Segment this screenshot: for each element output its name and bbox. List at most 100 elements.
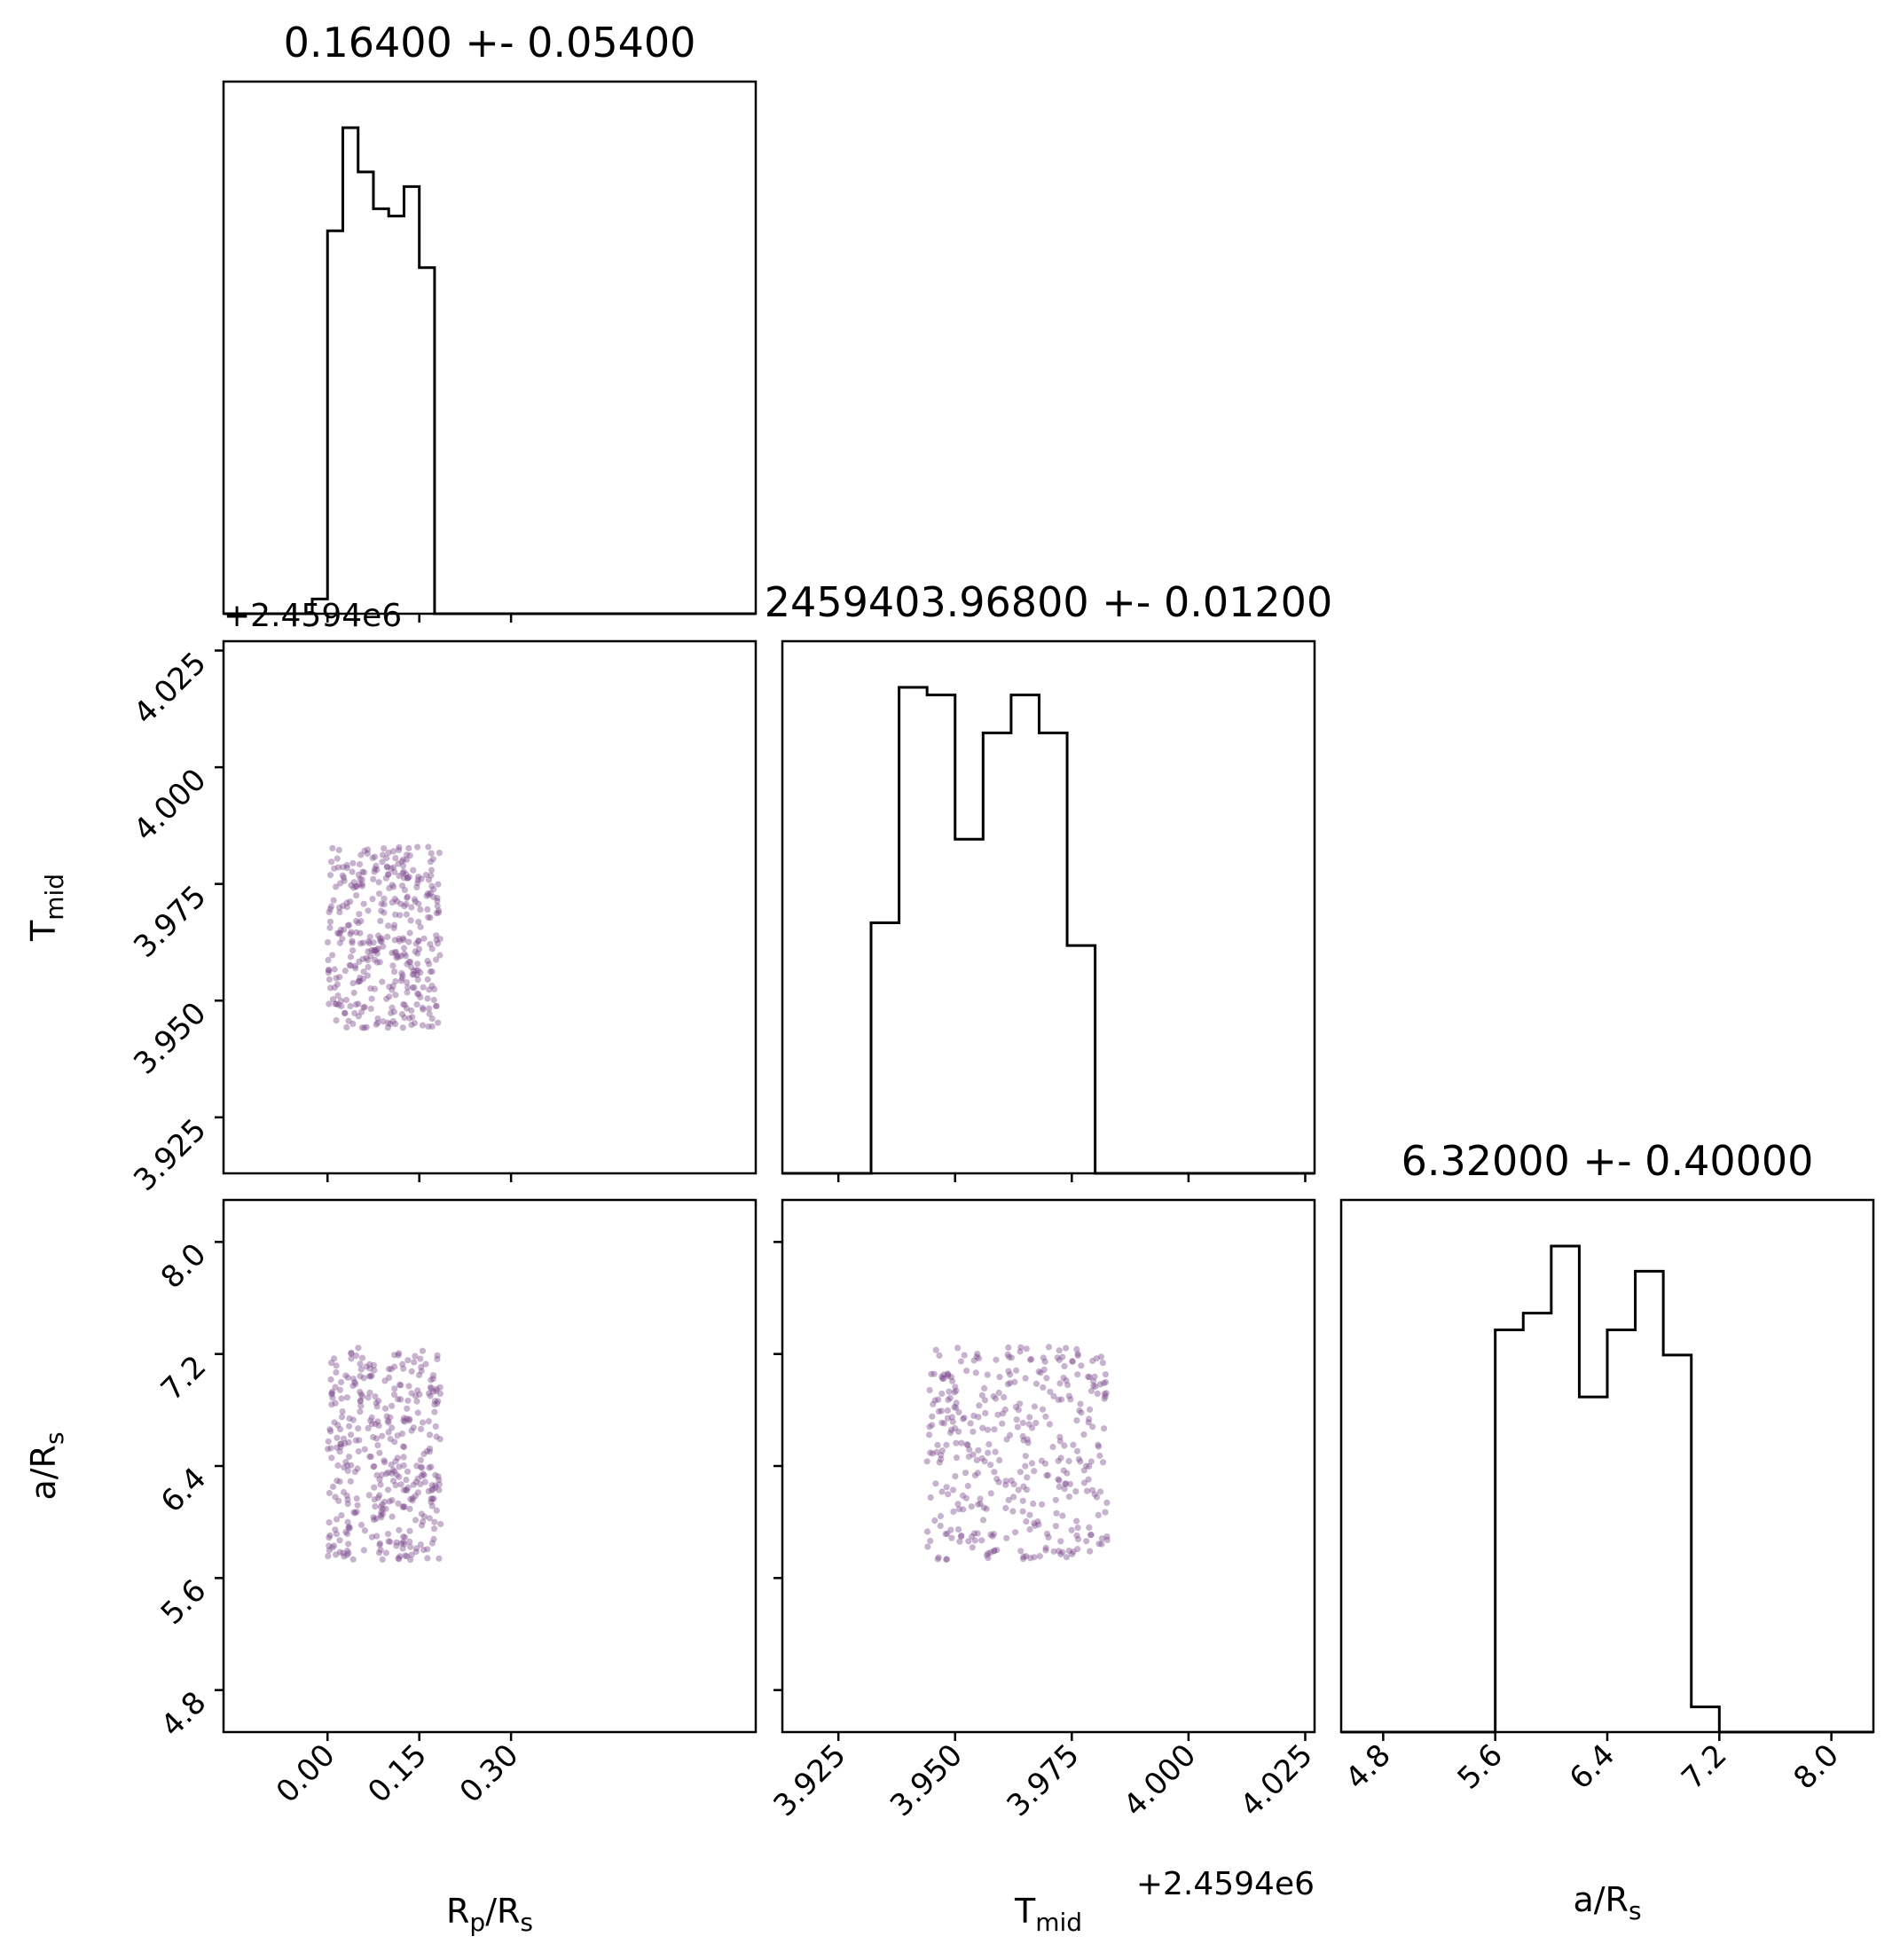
scatter-point bbox=[1038, 1457, 1045, 1464]
scatter-point bbox=[389, 1402, 396, 1409]
scatter-point bbox=[411, 984, 418, 992]
scatter-point bbox=[433, 956, 440, 963]
scatter-point bbox=[401, 903, 408, 910]
scatter-point bbox=[357, 918, 365, 925]
scatter-point bbox=[356, 911, 363, 918]
scatter-point bbox=[1003, 1436, 1010, 1443]
scatter-point bbox=[389, 986, 396, 993]
scatter-point bbox=[383, 1413, 390, 1420]
scatter-point bbox=[1080, 1467, 1087, 1474]
scatter-point bbox=[977, 1501, 984, 1508]
scatter-point bbox=[960, 1506, 967, 1513]
scatter-point bbox=[377, 1503, 385, 1510]
scatter-point bbox=[427, 1392, 434, 1399]
scatter-point bbox=[1100, 1380, 1107, 1387]
scatter-point bbox=[404, 1487, 411, 1494]
scatter-point bbox=[1012, 1529, 1019, 1536]
scatter-point bbox=[370, 946, 377, 954]
scatter-point bbox=[396, 1526, 403, 1533]
scatter-point bbox=[389, 1478, 397, 1485]
scatter-point bbox=[431, 985, 438, 992]
scatter-point bbox=[926, 1431, 933, 1439]
scatter-point bbox=[967, 1420, 974, 1427]
scatter-point bbox=[430, 1535, 437, 1542]
scatter-point bbox=[981, 1384, 988, 1392]
y-tick-label: 4.025 bbox=[127, 646, 213, 732]
scatter-point bbox=[426, 986, 433, 993]
scatter-point bbox=[393, 1539, 400, 1546]
scatter-point bbox=[363, 954, 370, 961]
scatter-point bbox=[992, 1448, 999, 1455]
scatter-point bbox=[1098, 1535, 1106, 1542]
scatter-point bbox=[1028, 1355, 1035, 1363]
scatter-point bbox=[408, 1427, 415, 1434]
scatter-point bbox=[436, 1436, 444, 1443]
scatter-point bbox=[413, 971, 420, 978]
scatter-point bbox=[415, 874, 422, 881]
scatter-point bbox=[365, 948, 372, 955]
scatter-point bbox=[391, 1352, 398, 1359]
scatter-point bbox=[975, 1355, 983, 1362]
scatter-point bbox=[1059, 1353, 1066, 1360]
scatter-point bbox=[340, 874, 348, 882]
scatter-point bbox=[425, 1487, 432, 1494]
scatter-point bbox=[391, 968, 398, 976]
scatter-point bbox=[373, 950, 381, 957]
scatter-point bbox=[373, 862, 380, 870]
scatter-point bbox=[428, 1498, 435, 1506]
scatter-point bbox=[396, 1350, 403, 1357]
scatter-point bbox=[358, 1008, 365, 1015]
scatter-point bbox=[326, 924, 334, 931]
scatter-point bbox=[345, 1524, 352, 1532]
scatter-point bbox=[385, 1419, 392, 1426]
scatter-point bbox=[334, 1462, 342, 1469]
scatter-point bbox=[363, 1023, 370, 1031]
scatter-point bbox=[433, 1507, 440, 1514]
scatter-point bbox=[399, 935, 406, 942]
scatter-point bbox=[344, 1462, 351, 1470]
scatter-point bbox=[342, 1440, 349, 1447]
scatter-point bbox=[366, 1389, 373, 1396]
scatter-point bbox=[427, 968, 434, 976]
scatter-point bbox=[343, 1023, 350, 1031]
scatter-point bbox=[325, 1553, 332, 1560]
xlabel-rp: Rp/Rs bbox=[446, 1892, 533, 1937]
scatter-point bbox=[428, 1385, 435, 1392]
scatter-point bbox=[382, 1505, 389, 1512]
scatter-point bbox=[370, 939, 377, 946]
scatter-point bbox=[380, 1018, 387, 1025]
scatter-point bbox=[336, 904, 343, 911]
scatter-point bbox=[428, 1482, 436, 1489]
scatter-point bbox=[938, 1390, 946, 1397]
scatter-point bbox=[945, 1373, 952, 1380]
scatter-point bbox=[352, 1001, 359, 1008]
scatter-point bbox=[374, 1418, 381, 1425]
scatter-point bbox=[949, 1377, 956, 1384]
scatter-point bbox=[1056, 1347, 1063, 1354]
scatter-point bbox=[324, 938, 332, 946]
scatter-point bbox=[1031, 1468, 1038, 1475]
scatter-point bbox=[385, 871, 392, 878]
scatter-point bbox=[430, 996, 437, 1004]
scatter-point bbox=[1078, 1409, 1085, 1416]
scatter-point bbox=[1080, 1479, 1087, 1486]
scatter-point bbox=[406, 1538, 413, 1545]
x-tick-label: 3.925 bbox=[766, 1737, 852, 1823]
scatter-point bbox=[395, 1555, 402, 1562]
scatter-point bbox=[955, 1428, 962, 1435]
scatter-point bbox=[1060, 1467, 1067, 1474]
scatter-point bbox=[386, 884, 393, 892]
scatter-point bbox=[378, 935, 385, 942]
x-tick-label: 3.975 bbox=[1001, 1737, 1087, 1823]
scatter-point bbox=[1074, 1371, 1081, 1378]
scatter-point bbox=[413, 990, 421, 997]
scatter-point bbox=[945, 1371, 952, 1378]
scatter-point bbox=[392, 1021, 399, 1028]
scatter-point bbox=[945, 1396, 952, 1403]
scatter-point bbox=[400, 937, 407, 944]
scatter-point bbox=[390, 1391, 398, 1399]
scatter-point bbox=[1068, 1550, 1076, 1557]
scatter-point bbox=[407, 1543, 414, 1550]
scatter-point bbox=[436, 1384, 444, 1391]
scatter-point bbox=[991, 1426, 998, 1433]
